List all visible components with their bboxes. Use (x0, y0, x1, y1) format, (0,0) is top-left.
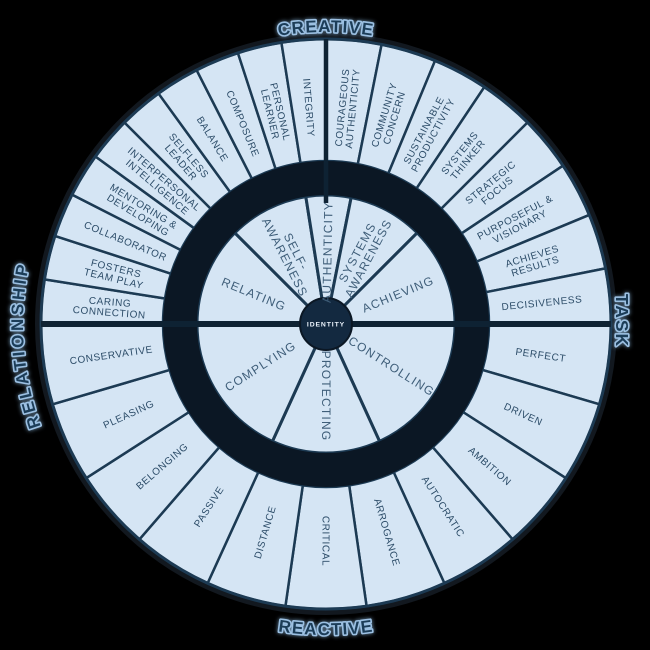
axis-label-task: TASK (612, 294, 632, 348)
dimension-label-protecting: PROTECTING (319, 351, 333, 442)
dimension-label-authenticity: AUTHENTICITY (320, 201, 336, 303)
dimension-controlling (324, 322, 457, 443)
axis-label-reactive: REACTIVE (277, 616, 374, 639)
dimension-self-awareness (233, 195, 328, 326)
identity-label: IDENTITY (307, 321, 345, 328)
dimension-achieving (324, 231, 457, 326)
dimension-relating (195, 231, 328, 326)
wheel-outer-halo (35, 33, 617, 615)
segment-label-integrity: INTEGRITY (300, 78, 316, 137)
segment-label-caring-connection: CARINGCONNECTION (72, 294, 147, 321)
segment-label-critical: CRITICAL (320, 516, 331, 566)
inner-dimensions (195, 193, 457, 455)
dimension-complying (195, 322, 328, 443)
identity-circle (299, 297, 353, 351)
